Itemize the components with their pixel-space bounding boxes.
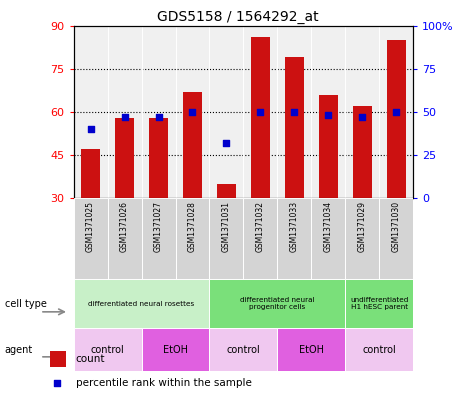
Bar xyxy=(319,95,338,198)
Text: GSM1371029: GSM1371029 xyxy=(358,201,367,252)
Text: control: control xyxy=(362,345,396,355)
Bar xyxy=(217,184,236,198)
Point xyxy=(53,380,61,386)
Text: percentile rank within the sample: percentile rank within the sample xyxy=(76,378,251,388)
Text: GDS5158 / 1564292_at: GDS5158 / 1564292_at xyxy=(157,10,318,24)
Point xyxy=(359,114,366,120)
Text: EtOH: EtOH xyxy=(299,345,324,355)
Bar xyxy=(176,198,209,279)
Point xyxy=(189,109,196,115)
Text: GSM1371034: GSM1371034 xyxy=(324,201,333,252)
Bar xyxy=(50,351,66,367)
Text: differentiated neural
progenitor cells: differentiated neural progenitor cells xyxy=(240,297,314,310)
Bar xyxy=(209,198,243,279)
Point xyxy=(223,140,230,146)
Bar xyxy=(251,37,270,198)
Bar xyxy=(345,328,413,371)
Bar xyxy=(115,118,134,198)
Bar xyxy=(243,198,277,279)
Text: GSM1371032: GSM1371032 xyxy=(256,201,265,252)
Text: cell type: cell type xyxy=(5,299,47,309)
Bar xyxy=(142,328,209,371)
Bar xyxy=(277,198,311,279)
Bar xyxy=(209,279,345,328)
Text: differentiated neural rosettes: differentiated neural rosettes xyxy=(88,301,195,307)
Bar xyxy=(277,328,345,371)
Bar xyxy=(312,198,345,279)
Bar xyxy=(107,198,142,279)
Text: GSM1371026: GSM1371026 xyxy=(120,201,129,252)
Text: GSM1371031: GSM1371031 xyxy=(222,201,231,252)
Bar xyxy=(74,279,209,328)
Bar xyxy=(183,92,202,198)
Bar xyxy=(149,118,168,198)
Point xyxy=(291,109,298,115)
Bar xyxy=(209,328,277,371)
Point xyxy=(392,109,400,115)
Bar xyxy=(353,106,371,198)
Point xyxy=(155,114,162,120)
Bar xyxy=(142,198,176,279)
Point xyxy=(121,114,128,120)
Point xyxy=(87,126,95,132)
Text: GSM1371027: GSM1371027 xyxy=(154,201,163,252)
Text: EtOH: EtOH xyxy=(163,345,188,355)
Text: control: control xyxy=(91,345,124,355)
Text: GSM1371028: GSM1371028 xyxy=(188,201,197,252)
Text: count: count xyxy=(76,354,105,364)
Text: GSM1371033: GSM1371033 xyxy=(290,201,299,252)
Bar xyxy=(74,328,142,371)
Text: undifferentiated
H1 hESC parent: undifferentiated H1 hESC parent xyxy=(350,297,408,310)
Bar xyxy=(379,198,413,279)
Bar xyxy=(285,57,304,198)
Point xyxy=(256,109,264,115)
Bar xyxy=(345,198,379,279)
Text: agent: agent xyxy=(5,345,33,355)
Bar xyxy=(345,279,413,328)
Text: GSM1371025: GSM1371025 xyxy=(86,201,95,252)
Bar xyxy=(387,40,406,198)
Bar xyxy=(81,149,100,198)
Text: control: control xyxy=(227,345,260,355)
Bar xyxy=(74,198,107,279)
Text: GSM1371030: GSM1371030 xyxy=(392,201,401,252)
Point xyxy=(324,112,332,119)
